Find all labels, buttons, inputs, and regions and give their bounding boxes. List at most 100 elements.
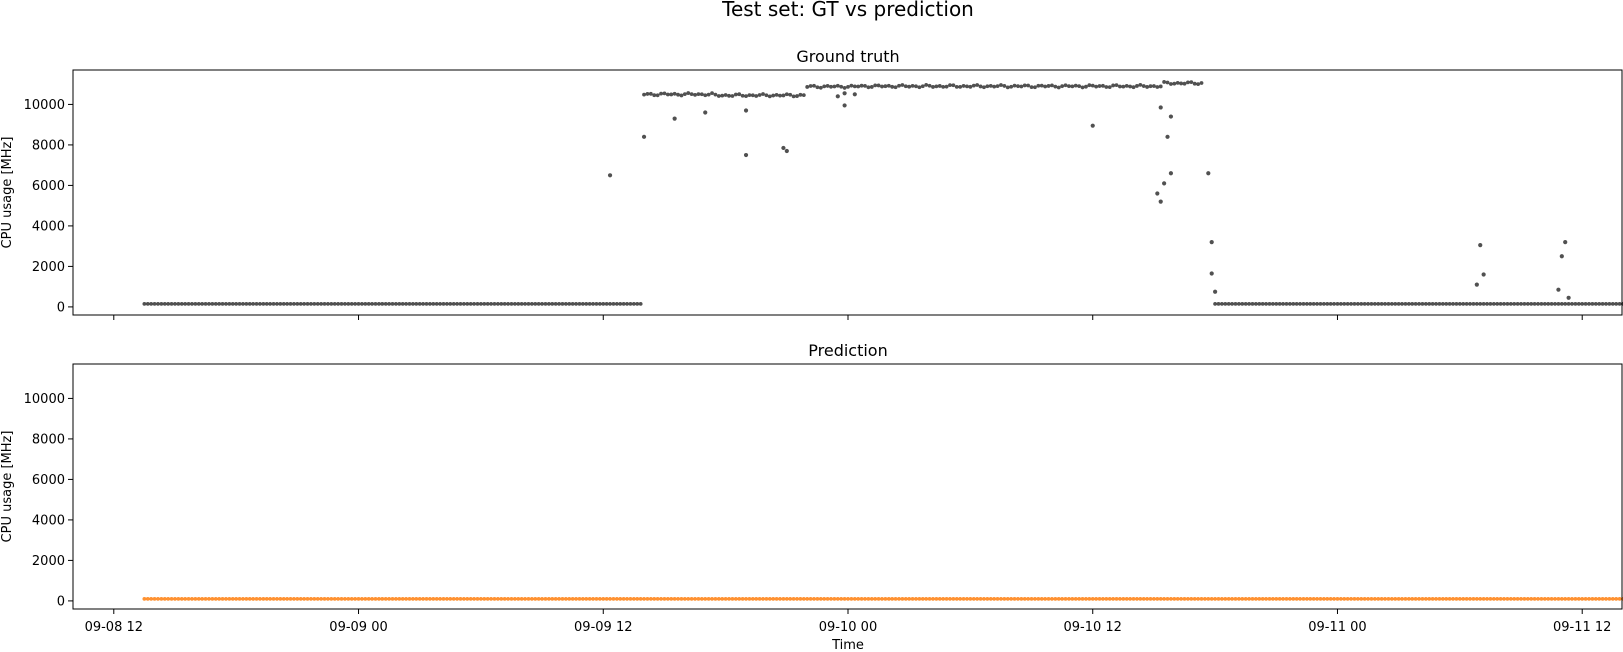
data-point [512,301,517,306]
data-point [574,596,578,601]
outlier-point [1566,295,1571,300]
data-point [907,84,912,89]
data-point [924,83,929,87]
data-point [1369,596,1374,601]
data-point [1583,596,1588,601]
data-point [1237,301,1241,306]
data-point [655,93,660,98]
data-point [1614,596,1619,601]
data-point [1400,301,1404,306]
data-point [1046,596,1051,601]
data-point [1257,301,1262,306]
data-point [193,596,198,601]
data-point [485,596,490,601]
data-point [1226,301,1231,306]
data-point [145,596,150,601]
data-point [254,596,259,601]
data-point [1264,596,1268,601]
data-point [295,301,300,306]
data-point [1573,596,1578,601]
data-point [1274,596,1279,601]
outlier-point [1556,287,1561,292]
data-point [774,93,779,97]
data-point [1002,596,1007,601]
data-point [982,85,986,90]
data-point [1019,596,1024,601]
data-point [747,596,752,601]
outlier-point [842,103,847,108]
data-point [550,301,555,306]
data-point [499,596,504,601]
data-point [1423,301,1428,306]
data-point [788,92,793,97]
data-point [281,596,286,601]
data-point [424,301,429,306]
data-point [560,301,565,306]
data-point [264,596,269,601]
data-point [482,596,487,601]
data-point [604,596,609,601]
data-point [727,596,731,601]
data-point [941,84,946,89]
data-point [1451,301,1455,306]
data-point [1342,596,1347,601]
data-point [478,301,483,306]
data-point [754,94,759,98]
data-point [1376,596,1381,601]
x-tick-label: 09-10 00 [819,620,877,635]
data-point [1145,85,1150,89]
data-point [659,596,663,601]
data-point [1495,596,1500,601]
data-point [506,301,510,306]
data-point [509,301,514,306]
data-point [1413,596,1418,601]
data-point [1345,301,1350,306]
data-point [281,301,286,306]
data-point [1287,596,1292,601]
data-point [193,301,198,306]
data-point [244,301,249,306]
data-point [764,596,769,601]
data-point [689,92,694,97]
data-point [1233,301,1238,306]
data-point [791,94,796,99]
data-point [241,301,245,306]
data-point [1012,83,1017,88]
data-point [1070,84,1075,89]
data-point [999,83,1003,87]
data-point [621,301,626,306]
data-point [210,596,215,601]
data-point [183,301,188,306]
data-point [693,92,697,97]
data-point [815,596,820,601]
outlier-point [1206,171,1211,176]
data-point [601,596,606,601]
data-point [754,596,759,601]
data-point [1515,301,1520,306]
data-point [757,93,762,97]
data-point [907,596,912,601]
data-point [309,301,313,306]
data-point [1199,596,1204,601]
data-point [635,301,640,306]
y-tick-label: 2000 [32,260,65,275]
data-point [873,596,878,601]
data-point [339,301,344,306]
data-point [829,596,833,601]
data-point [1437,301,1442,306]
data-point [577,596,582,601]
data-point [941,596,946,601]
data-point [1590,596,1595,601]
data-point [360,596,364,601]
data-point [744,94,748,99]
data-point [815,85,820,90]
data-point [492,301,497,306]
data-point [849,596,854,601]
data-point [642,92,646,97]
data-point [414,596,419,601]
data-point [1522,596,1527,601]
data-point [1097,596,1102,601]
data-point [771,596,776,601]
data-point [421,301,426,306]
outlier-point [1478,243,1483,248]
